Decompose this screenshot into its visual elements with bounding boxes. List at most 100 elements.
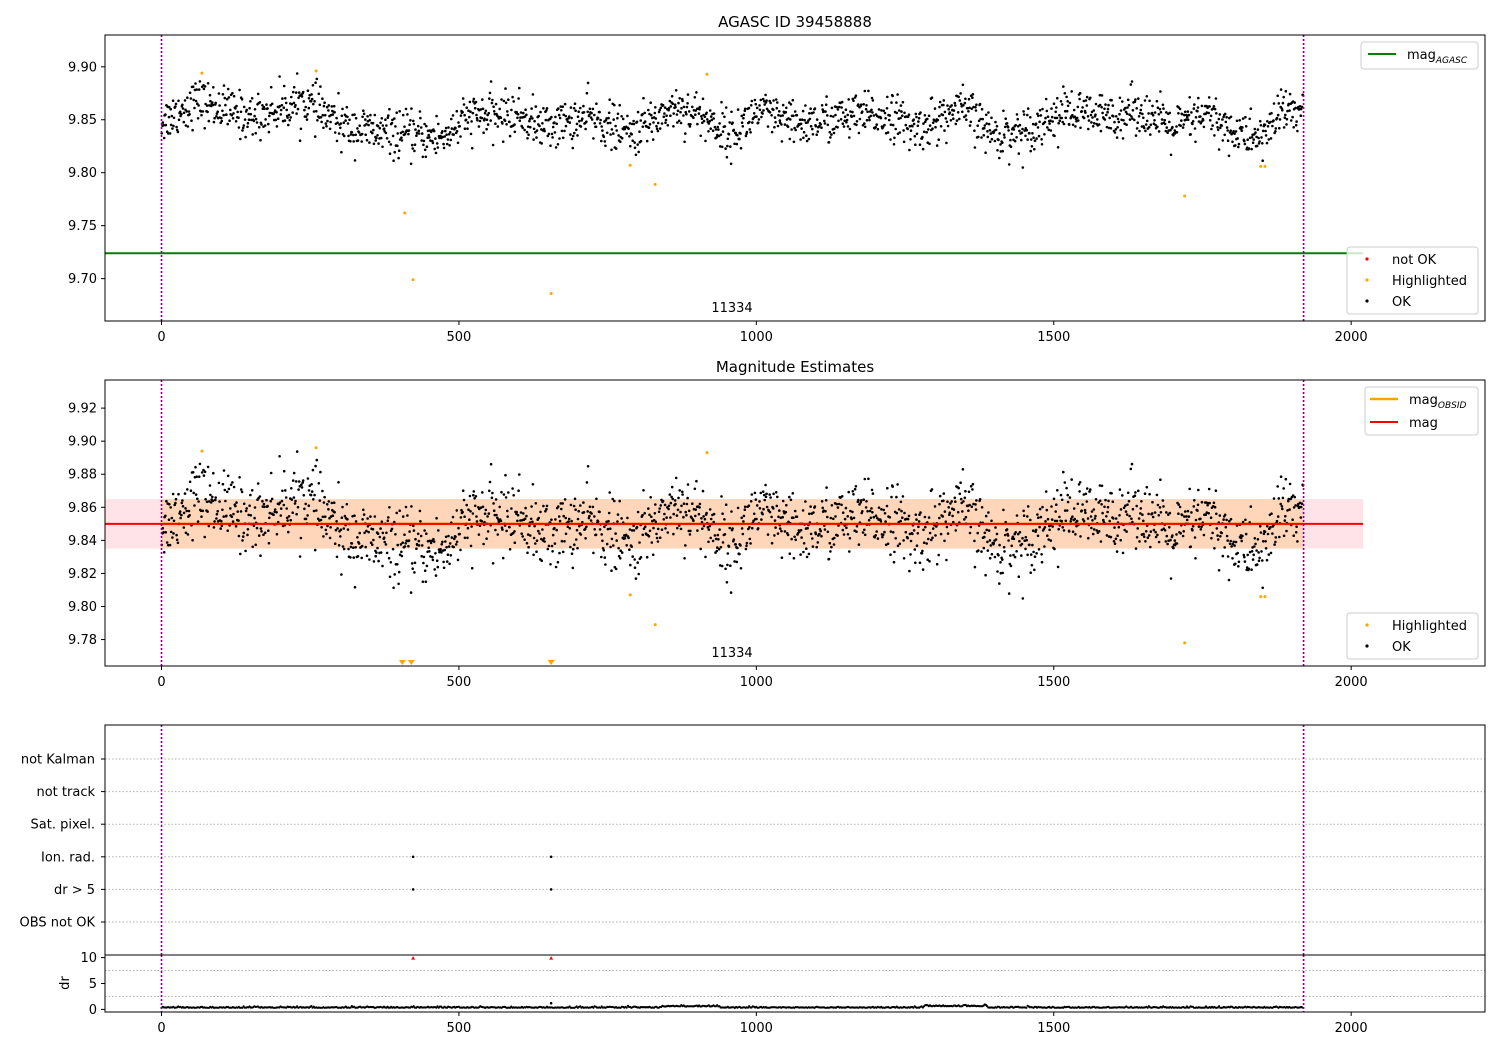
ok-point xyxy=(886,95,889,99)
ok-point xyxy=(1175,542,1179,545)
ok-point xyxy=(349,545,353,549)
ok-point xyxy=(434,137,437,140)
ok-point xyxy=(852,516,856,520)
ok-point xyxy=(1285,123,1288,126)
ok-point xyxy=(255,121,259,124)
legend-ok: OK xyxy=(1392,295,1411,310)
ok-point xyxy=(799,528,803,532)
ok-point xyxy=(222,113,225,117)
ok-point xyxy=(1164,129,1168,133)
ok-point xyxy=(593,122,596,125)
ok-point xyxy=(754,102,758,106)
ok-point xyxy=(916,124,920,128)
ok-point xyxy=(166,132,170,135)
ok-point xyxy=(679,110,682,114)
ok-point xyxy=(855,524,859,528)
ok-point xyxy=(352,556,356,559)
ok-point xyxy=(936,118,940,122)
ok-point xyxy=(1069,520,1072,523)
ok-point xyxy=(348,118,351,122)
ok-point xyxy=(892,560,896,564)
ok-point xyxy=(676,109,680,113)
ok-point xyxy=(982,134,986,137)
ok-point xyxy=(561,105,564,108)
ok-point xyxy=(396,144,399,147)
ok-point xyxy=(454,543,458,546)
ok-point xyxy=(433,568,437,571)
ok-point xyxy=(329,120,332,124)
ok-point xyxy=(801,109,805,113)
ok-point xyxy=(291,111,295,114)
ok-point xyxy=(362,112,366,116)
ok-point xyxy=(306,477,310,480)
ok-point xyxy=(879,116,883,120)
ok-point xyxy=(1246,553,1249,557)
ok-point xyxy=(904,123,908,127)
ok-point xyxy=(685,502,689,506)
ok-point xyxy=(1109,127,1113,130)
ok-point xyxy=(1059,100,1063,103)
ok-point xyxy=(703,517,707,521)
ok-point xyxy=(926,558,929,561)
ok-point xyxy=(362,513,366,516)
ok-point xyxy=(1186,118,1190,121)
ok-point xyxy=(678,97,681,100)
ok-point xyxy=(1140,104,1143,107)
ok-point xyxy=(634,577,638,580)
ok-point xyxy=(837,524,840,527)
ok-point xyxy=(319,85,322,88)
ok-point xyxy=(774,120,777,124)
ok-point xyxy=(672,112,675,115)
ok-point xyxy=(249,100,252,103)
ok-point xyxy=(555,528,558,532)
ok-point xyxy=(525,113,528,117)
ok-point xyxy=(1091,519,1094,522)
ok-point xyxy=(1098,499,1102,503)
ok-point xyxy=(551,125,555,129)
ok-point xyxy=(449,554,453,557)
ok-point xyxy=(500,98,503,101)
ytick-label: 9.90 xyxy=(68,60,97,75)
ok-point xyxy=(1131,109,1135,112)
ok-point xyxy=(234,107,237,110)
ok-point xyxy=(792,140,796,144)
ok-point xyxy=(222,84,226,87)
ok-point xyxy=(221,93,225,96)
ok-point xyxy=(540,537,543,541)
ok-point xyxy=(1114,537,1118,541)
ok-point xyxy=(790,128,793,131)
ok-point xyxy=(764,93,767,97)
ok-point xyxy=(643,511,646,515)
ok-point xyxy=(1183,515,1186,518)
ok-point xyxy=(881,533,885,536)
ok-point xyxy=(748,128,752,131)
ok-point xyxy=(261,499,264,503)
ok-point xyxy=(1274,127,1278,130)
ok-point xyxy=(613,103,616,107)
ok-point xyxy=(454,126,457,130)
ok-point xyxy=(1087,536,1090,540)
ok-point xyxy=(694,113,697,116)
ok-point xyxy=(378,126,382,130)
ok-point xyxy=(1126,491,1130,495)
ok-point xyxy=(300,95,304,98)
ok-point xyxy=(1196,503,1200,507)
ok-point xyxy=(1178,505,1182,509)
ok-point xyxy=(706,526,710,529)
ok-point xyxy=(1145,524,1149,527)
ok-point xyxy=(519,511,523,514)
ok-point xyxy=(656,129,660,133)
ok-point xyxy=(1026,505,1030,508)
ok-point xyxy=(1026,515,1029,518)
ok-point xyxy=(826,515,829,519)
ok-point xyxy=(1267,138,1271,141)
ok-point xyxy=(814,532,818,536)
ok-point xyxy=(206,465,210,469)
ok-point xyxy=(379,551,383,554)
ok-point xyxy=(679,121,683,125)
ok-point xyxy=(625,544,628,547)
ok-point xyxy=(368,558,371,561)
highlighted-point xyxy=(653,182,657,186)
ok-point xyxy=(295,450,299,453)
ok-point xyxy=(766,533,770,536)
